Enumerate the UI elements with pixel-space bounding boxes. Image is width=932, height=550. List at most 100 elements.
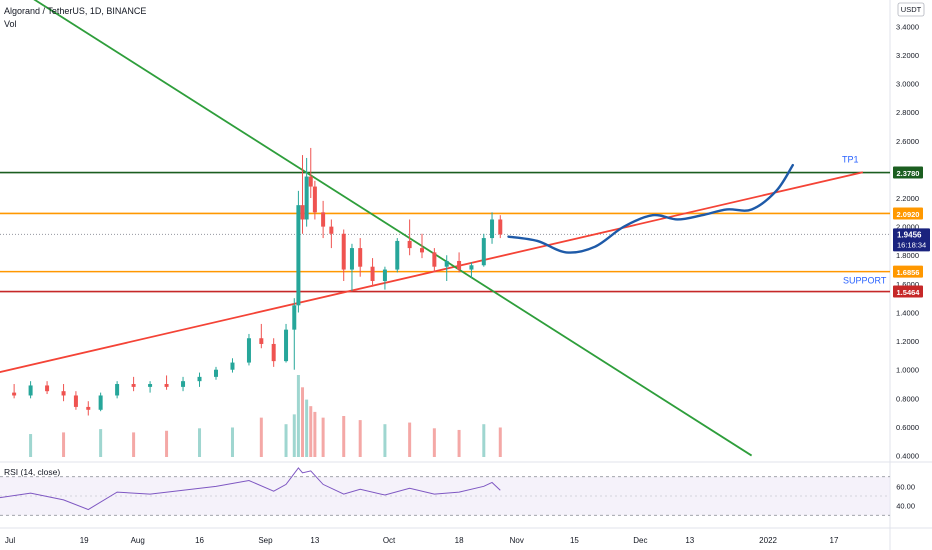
- candle-body: [115, 384, 120, 396]
- level-tag-support: SUPPORT: [843, 276, 887, 286]
- volume-bar: [301, 387, 305, 457]
- candle: [28, 381, 33, 399]
- candle-body: [259, 338, 264, 344]
- candle: [300, 155, 305, 234]
- volume-bar: [408, 422, 412, 457]
- time-tick: Sep: [258, 536, 273, 545]
- candle: [45, 381, 50, 395]
- time-tick: 15: [570, 536, 579, 545]
- last-price-box: [893, 228, 930, 252]
- price-tick: 3.2000: [896, 51, 919, 60]
- time-tick: Dec: [633, 536, 647, 545]
- volume-bar: [165, 430, 169, 457]
- rsi-line: [0, 467, 501, 511]
- candle-body: [86, 406, 91, 410]
- candle: [358, 238, 363, 277]
- candle-body: [321, 212, 326, 227]
- candle: [12, 384, 17, 399]
- level-price-box-support-upper: [893, 265, 923, 278]
- candle-body: [444, 260, 449, 267]
- candle: [115, 381, 120, 399]
- volume-bar: [321, 417, 325, 457]
- volume-bars: [29, 375, 502, 457]
- last-price-label: 1.9456: [897, 230, 922, 239]
- volume-bar: [342, 416, 346, 457]
- price-tick: 1.0000: [896, 366, 919, 375]
- candle: [271, 338, 276, 367]
- candle-body: [28, 385, 33, 396]
- volume-bar: [383, 424, 387, 457]
- candle-body: [490, 219, 495, 239]
- candle-body: [214, 369, 218, 377]
- candle: [490, 212, 495, 244]
- candle-body: [73, 395, 78, 407]
- candle: [181, 376, 186, 392]
- candle: [349, 243, 354, 292]
- candle-body: [312, 186, 317, 213]
- candle: [457, 252, 462, 273]
- candle: [197, 372, 202, 387]
- candle-body: [358, 248, 363, 267]
- candle-body: [349, 248, 354, 270]
- level-price-box-support: [893, 285, 923, 298]
- candle-body: [304, 176, 309, 220]
- level-tag-tp1: TP1: [842, 155, 859, 165]
- candle: [148, 381, 153, 393]
- candle-body: [197, 376, 202, 382]
- volume-bar: [309, 406, 313, 457]
- price-tick: 2.6000: [896, 137, 919, 146]
- candle: [61, 384, 66, 402]
- candle: [444, 255, 449, 282]
- candle: [98, 392, 103, 412]
- trendline-uptrend: [0, 171, 864, 373]
- symbol-title[interactable]: Algorand / TetherUS, 1D, BINANCE: [4, 6, 147, 16]
- candle: [329, 219, 334, 249]
- price-tick: 2.0000: [896, 223, 919, 232]
- volume-bar: [259, 417, 263, 457]
- candle-body: [300, 205, 305, 220]
- price-tick: 2.8000: [896, 108, 919, 117]
- candle-body: [382, 269, 387, 282]
- candle: [308, 147, 313, 199]
- candle: [395, 238, 400, 273]
- candle-body: [296, 205, 301, 306]
- candle: [131, 376, 136, 392]
- candle: [296, 190, 301, 313]
- price-tick: 0.4000: [896, 452, 919, 461]
- candle: [214, 366, 218, 380]
- level-price-label-resistance: 2.0920: [897, 210, 920, 219]
- candles: [12, 147, 503, 416]
- level-price-label-tp1: 2.3780: [897, 169, 920, 178]
- volume-bar: [198, 428, 202, 457]
- volume-bar: [457, 429, 461, 457]
- time-tick: 16: [195, 536, 204, 545]
- candle: [469, 262, 474, 279]
- currency-box: [897, 2, 925, 17]
- candle: [73, 391, 78, 410]
- candle-body: [12, 392, 17, 396]
- time-tick: 13: [310, 536, 319, 545]
- volume-bar: [292, 414, 296, 457]
- candle-body: [457, 260, 462, 270]
- candle-body: [131, 384, 136, 387]
- candle: [498, 215, 503, 239]
- candle: [86, 401, 91, 416]
- volume-bar: [230, 427, 234, 457]
- volume-bar: [62, 432, 66, 457]
- rsi-tick: 60.00: [896, 482, 915, 491]
- candle-body: [61, 391, 66, 396]
- volume-bar: [482, 424, 486, 457]
- level-price-label-support-upper: 1.6856: [897, 268, 920, 277]
- rsi-title: RSI (14, close): [4, 467, 60, 477]
- candle-body: [181, 381, 186, 387]
- price-tick: 3.4000: [896, 22, 919, 31]
- candle: [382, 266, 387, 290]
- time-tick: 17: [830, 536, 839, 545]
- time-tick: 19: [80, 536, 89, 545]
- price-tick: 1.2000: [896, 337, 919, 346]
- candle: [304, 157, 309, 227]
- price-tick: 1.4000: [896, 308, 919, 317]
- candle: [321, 200, 326, 239]
- candle-body: [164, 384, 169, 387]
